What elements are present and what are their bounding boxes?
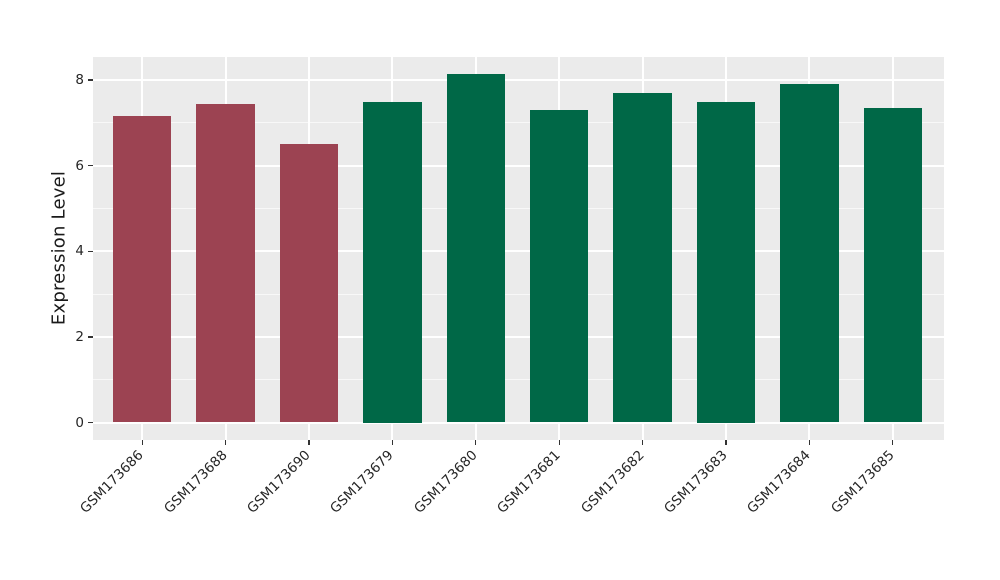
minor-gridline (93, 122, 944, 124)
bar-GSM173684 (780, 84, 839, 423)
x-tick-mark (224, 440, 227, 445)
bar-GSM173682 (613, 92, 672, 423)
bar-GSM173683 (696, 101, 756, 423)
y-tick-mark (88, 79, 93, 81)
y-tick-mark (88, 165, 93, 167)
y-tick-label: 6 (75, 157, 84, 174)
bar-GSM173680 (446, 73, 506, 423)
y-tick-mark (88, 336, 93, 338)
major-gridline (93, 250, 944, 253)
x-tick-mark (391, 440, 394, 445)
y-tick-label: 2 (75, 328, 84, 345)
minor-gridline (93, 293, 944, 295)
x-tick-mark (141, 440, 143, 445)
major-gridline (93, 164, 944, 167)
plot-panel (93, 57, 944, 440)
x-tick-mark (892, 440, 894, 445)
x-tick-mark (725, 440, 727, 445)
bar-GSM173688 (196, 103, 255, 423)
y-tick-label: 0 (75, 414, 84, 431)
x-tick-mark (558, 440, 560, 445)
bar-GSM173685 (863, 107, 923, 423)
bar-GSM173679 (363, 101, 422, 423)
bar-GSM173681 (529, 110, 589, 423)
y-tick-mark (88, 250, 93, 252)
y-tick-mark (88, 421, 93, 424)
major-gridline (93, 79, 944, 82)
x-tick-mark (808, 440, 811, 445)
x-tick-mark (641, 440, 644, 445)
major-gridline (93, 421, 944, 424)
minor-gridline (93, 208, 944, 209)
x-tick-mark (308, 440, 310, 445)
y-tick-label: 4 (75, 243, 84, 260)
bar-GSM173686 (112, 116, 172, 423)
x-tick-mark (475, 440, 477, 445)
major-gridline (93, 335, 944, 338)
y-tick-label: 8 (75, 72, 84, 89)
bar-GSM173690 (279, 144, 339, 423)
minor-gridline (93, 379, 944, 381)
